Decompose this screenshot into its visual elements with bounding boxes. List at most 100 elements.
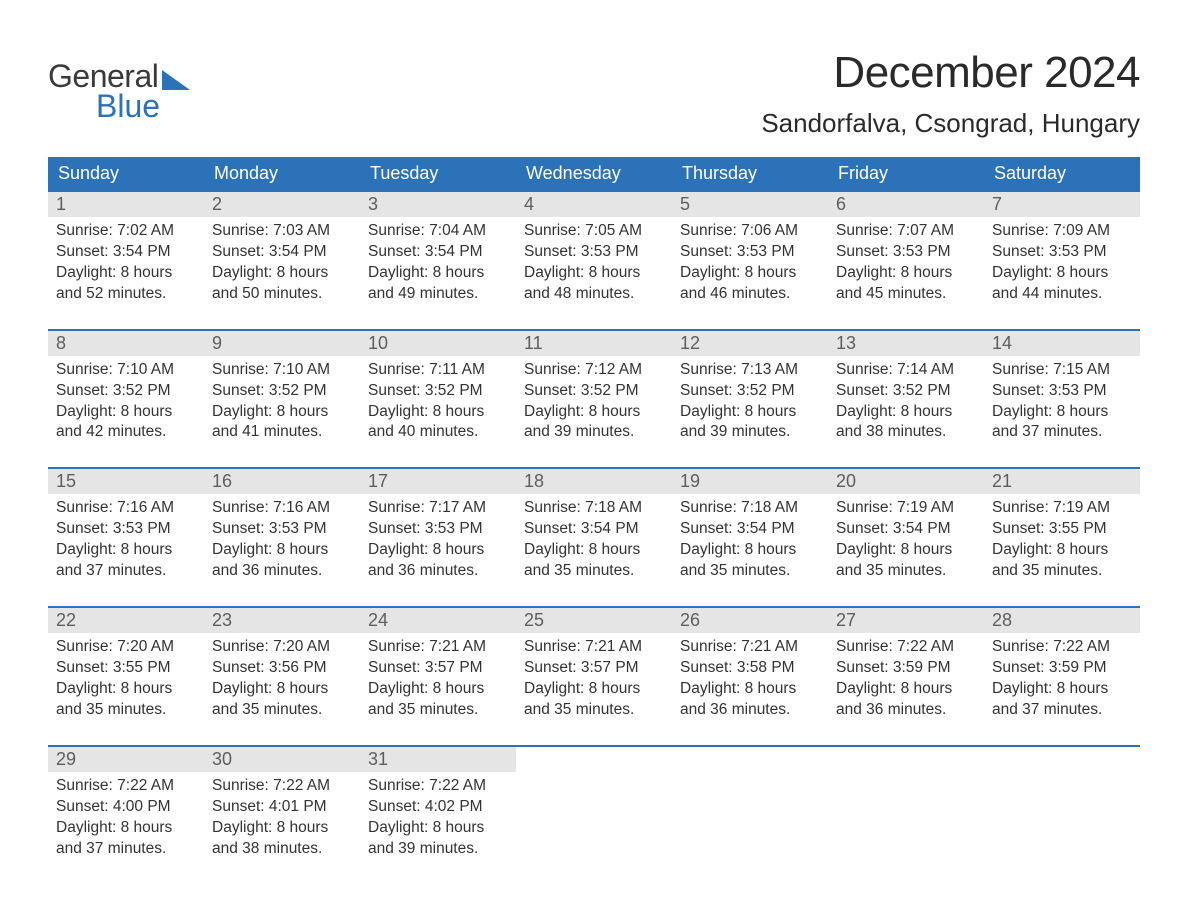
sunrise-line: Sunrise: 7:22 AM <box>56 776 196 797</box>
daylight-line-2: and 42 minutes. <box>56 422 196 443</box>
daylight-line-2: and 39 minutes. <box>524 422 664 443</box>
day-details: Sunrise: 7:06 AMSunset: 3:53 PMDaylight:… <box>680 217 820 305</box>
day-number: 19 <box>672 469 828 494</box>
day-number: 15 <box>48 469 204 494</box>
sunrise-line: Sunrise: 7:14 AM <box>836 360 976 381</box>
day-cell: 9Sunrise: 7:10 AMSunset: 3:52 PMDaylight… <box>204 331 360 450</box>
daylight-line-2: and 38 minutes. <box>212 839 352 860</box>
daylight-line-1: Daylight: 8 hours <box>368 679 508 700</box>
daylight-line-2: and 35 minutes. <box>836 561 976 582</box>
sunrise-line: Sunrise: 7:18 AM <box>680 498 820 519</box>
day-details: Sunrise: 7:11 AMSunset: 3:52 PMDaylight:… <box>368 356 508 444</box>
sunrise-line: Sunrise: 7:22 AM <box>836 637 976 658</box>
day-cell: 16Sunrise: 7:16 AMSunset: 3:53 PMDayligh… <box>204 469 360 588</box>
daylight-line-1: Daylight: 8 hours <box>368 263 508 284</box>
daylight-line-2: and 48 minutes. <box>524 284 664 305</box>
day-number: 4 <box>516 192 672 217</box>
daylight-line-2: and 37 minutes. <box>56 561 196 582</box>
daylight-line-2: and 37 minutes. <box>992 422 1132 443</box>
sunrise-line: Sunrise: 7:15 AM <box>992 360 1132 381</box>
daylight-line-1: Daylight: 8 hours <box>212 818 352 839</box>
day-number: 13 <box>828 331 984 356</box>
daylight-line-1: Daylight: 8 hours <box>212 402 352 423</box>
day-details: Sunrise: 7:13 AMSunset: 3:52 PMDaylight:… <box>680 356 820 444</box>
day-cell: 3Sunrise: 7:04 AMSunset: 3:54 PMDaylight… <box>360 192 516 311</box>
sunset-line: Sunset: 3:53 PM <box>212 519 352 540</box>
sunset-line: Sunset: 3:53 PM <box>992 242 1132 263</box>
sunset-line: Sunset: 3:54 PM <box>368 242 508 263</box>
title-block: December 2024 Sandorfalva, Csongrad, Hun… <box>761 48 1140 139</box>
sunrise-line: Sunrise: 7:06 AM <box>680 221 820 242</box>
sunrise-line: Sunrise: 7:22 AM <box>992 637 1132 658</box>
day-details: Sunrise: 7:14 AMSunset: 3:52 PMDaylight:… <box>836 356 976 444</box>
day-details: Sunrise: 7:02 AMSunset: 3:54 PMDaylight:… <box>56 217 196 305</box>
day-details: Sunrise: 7:22 AMSunset: 4:00 PMDaylight:… <box>56 772 196 860</box>
day-number: 26 <box>672 608 828 633</box>
daylight-line-1: Daylight: 8 hours <box>368 402 508 423</box>
daylight-line-2: and 41 minutes. <box>212 422 352 443</box>
empty-cell <box>672 747 828 866</box>
day-header: Wednesday <box>516 157 672 190</box>
day-details: Sunrise: 7:10 AMSunset: 3:52 PMDaylight:… <box>212 356 352 444</box>
daylight-line-1: Daylight: 8 hours <box>524 679 664 700</box>
day-cell: 7Sunrise: 7:09 AMSunset: 3:53 PMDaylight… <box>984 192 1140 311</box>
daylight-line-2: and 49 minutes. <box>368 284 508 305</box>
day-cell: 15Sunrise: 7:16 AMSunset: 3:53 PMDayligh… <box>48 469 204 588</box>
day-number: 10 <box>360 331 516 356</box>
day-cell: 26Sunrise: 7:21 AMSunset: 3:58 PMDayligh… <box>672 608 828 727</box>
daylight-line-2: and 36 minutes. <box>212 561 352 582</box>
sunset-line: Sunset: 3:52 PM <box>836 381 976 402</box>
calendar: SundayMondayTuesdayWednesdayThursdayFrid… <box>48 157 1140 865</box>
day-number: 6 <box>828 192 984 217</box>
day-details: Sunrise: 7:18 AMSunset: 3:54 PMDaylight:… <box>524 494 664 582</box>
day-cell: 28Sunrise: 7:22 AMSunset: 3:59 PMDayligh… <box>984 608 1140 727</box>
day-details: Sunrise: 7:16 AMSunset: 3:53 PMDaylight:… <box>56 494 196 582</box>
day-details: Sunrise: 7:05 AMSunset: 3:53 PMDaylight:… <box>524 217 664 305</box>
day-header: Monday <box>204 157 360 190</box>
sunrise-line: Sunrise: 7:21 AM <box>680 637 820 658</box>
sunset-line: Sunset: 4:02 PM <box>368 797 508 818</box>
day-details: Sunrise: 7:22 AMSunset: 3:59 PMDaylight:… <box>992 633 1132 721</box>
day-number: 31 <box>360 747 516 772</box>
day-number: 17 <box>360 469 516 494</box>
day-number: 8 <box>48 331 204 356</box>
day-cell: 25Sunrise: 7:21 AMSunset: 3:57 PMDayligh… <box>516 608 672 727</box>
sunrise-line: Sunrise: 7:02 AM <box>56 221 196 242</box>
sunset-line: Sunset: 3:52 PM <box>56 381 196 402</box>
sunrise-line: Sunrise: 7:20 AM <box>212 637 352 658</box>
sunset-line: Sunset: 3:52 PM <box>680 381 820 402</box>
day-details: Sunrise: 7:22 AMSunset: 4:01 PMDaylight:… <box>212 772 352 860</box>
sunset-line: Sunset: 3:55 PM <box>992 519 1132 540</box>
sunrise-line: Sunrise: 7:19 AM <box>992 498 1132 519</box>
sunrise-line: Sunrise: 7:10 AM <box>56 360 196 381</box>
day-cell: 10Sunrise: 7:11 AMSunset: 3:52 PMDayligh… <box>360 331 516 450</box>
day-cell: 23Sunrise: 7:20 AMSunset: 3:56 PMDayligh… <box>204 608 360 727</box>
sunset-line: Sunset: 3:54 PM <box>56 242 196 263</box>
day-cell: 2Sunrise: 7:03 AMSunset: 3:54 PMDaylight… <box>204 192 360 311</box>
sunrise-line: Sunrise: 7:19 AM <box>836 498 976 519</box>
day-details: Sunrise: 7:20 AMSunset: 3:55 PMDaylight:… <box>56 633 196 721</box>
day-details: Sunrise: 7:17 AMSunset: 3:53 PMDaylight:… <box>368 494 508 582</box>
daylight-line-2: and 35 minutes. <box>992 561 1132 582</box>
day-details: Sunrise: 7:19 AMSunset: 3:54 PMDaylight:… <box>836 494 976 582</box>
day-number: 7 <box>984 192 1140 217</box>
day-number: 1 <box>48 192 204 217</box>
day-details: Sunrise: 7:15 AMSunset: 3:53 PMDaylight:… <box>992 356 1132 444</box>
day-cell: 14Sunrise: 7:15 AMSunset: 3:53 PMDayligh… <box>984 331 1140 450</box>
sunset-line: Sunset: 3:53 PM <box>680 242 820 263</box>
daylight-line-1: Daylight: 8 hours <box>836 402 976 423</box>
page: General Blue December 2024 Sandorfalva, … <box>0 0 1188 913</box>
sunrise-line: Sunrise: 7:21 AM <box>368 637 508 658</box>
day-details: Sunrise: 7:07 AMSunset: 3:53 PMDaylight:… <box>836 217 976 305</box>
day-cell: 8Sunrise: 7:10 AMSunset: 3:52 PMDaylight… <box>48 331 204 450</box>
daylight-line-1: Daylight: 8 hours <box>56 263 196 284</box>
month-title: December 2024 <box>761 48 1140 98</box>
day-details: Sunrise: 7:03 AMSunset: 3:54 PMDaylight:… <box>212 217 352 305</box>
daylight-line-1: Daylight: 8 hours <box>56 818 196 839</box>
day-details: Sunrise: 7:18 AMSunset: 3:54 PMDaylight:… <box>680 494 820 582</box>
daylight-line-1: Daylight: 8 hours <box>992 402 1132 423</box>
sunrise-line: Sunrise: 7:13 AM <box>680 360 820 381</box>
day-number: 11 <box>516 331 672 356</box>
sunset-line: Sunset: 4:00 PM <box>56 797 196 818</box>
day-details: Sunrise: 7:19 AMSunset: 3:55 PMDaylight:… <box>992 494 1132 582</box>
